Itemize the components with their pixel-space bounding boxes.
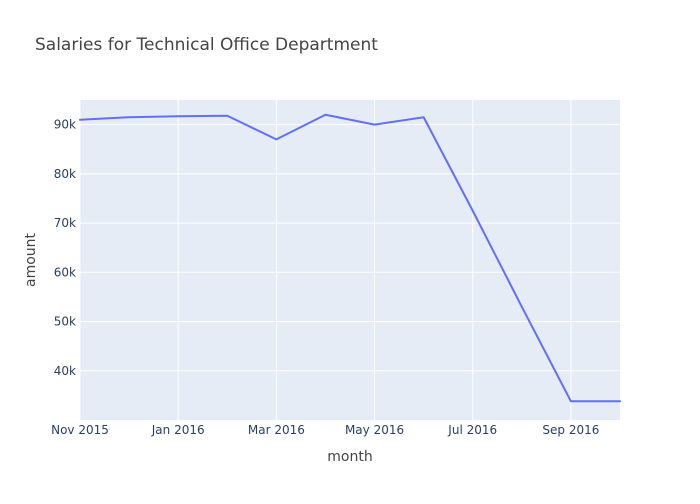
x-tick-label: Mar 2016 [248, 423, 305, 437]
y-tick-label: 90k [54, 118, 76, 132]
plot-area [80, 100, 620, 420]
x-tick-label: Sep 2016 [542, 423, 599, 437]
series-line [79, 113, 621, 403]
y-tick-label: 60k [54, 265, 76, 279]
chart-title: Salaries for Technical Office Department [35, 35, 378, 55]
series-layer [79, 113, 621, 403]
x-axis-title: month [327, 449, 372, 465]
x-tick-label: Jan 2016 [151, 423, 205, 437]
y-axis-title: amount [23, 232, 39, 287]
y-tick-label: 50k [54, 315, 76, 329]
x-tick-label: May 2016 [345, 423, 404, 437]
y-tick-label: 40k [54, 364, 76, 378]
grid-lines [79, 100, 620, 420]
x-tick-label: Jul 2016 [447, 423, 497, 437]
x-axis-ticks: Nov 2015 Jan 2016 Mar 2016 May 2016 Jul 2016… [51, 423, 599, 437]
y-tick-label: 70k [54, 216, 76, 230]
y-axis-ticks: 40k 50k 60k 70k 80k 90k [54, 118, 76, 378]
y-tick-label: 80k [54, 167, 76, 181]
x-tick-label: Nov 2015 [51, 423, 109, 437]
